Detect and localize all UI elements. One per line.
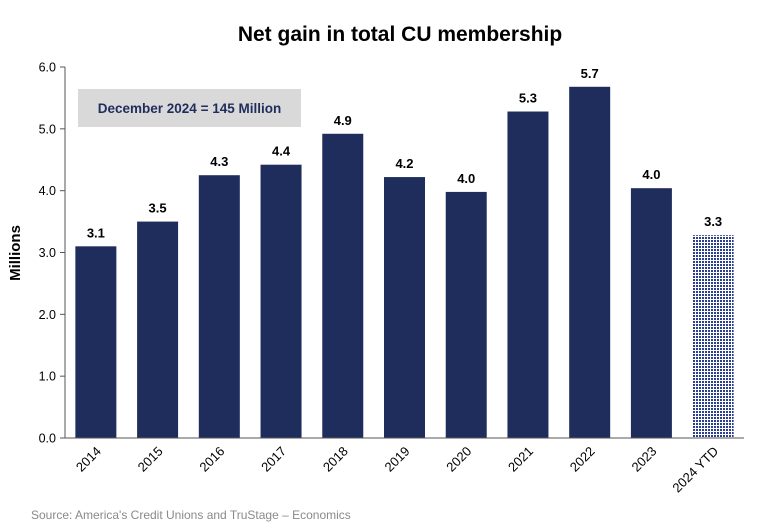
- x-tick-label: 2019: [382, 444, 413, 475]
- y-tick-label: 5.0: [39, 122, 56, 136]
- bars: [75, 86, 734, 439]
- x-tick-label: 2023: [628, 444, 659, 475]
- data-label: 4.2: [395, 156, 413, 171]
- x-tick-label: 2022: [567, 444, 598, 475]
- annotation-background: [78, 89, 301, 127]
- x-tick-label: 2021: [505, 444, 536, 475]
- data-label: 3.3: [704, 214, 722, 229]
- bar: [322, 133, 364, 438]
- bar: [198, 175, 240, 439]
- bar: [137, 221, 179, 438]
- data-label: 3.5: [149, 201, 167, 216]
- y-tick-label: 3.0: [39, 246, 56, 260]
- data-label: 4.4: [272, 144, 291, 159]
- bar: [507, 111, 549, 439]
- chart-title: Net gain in total CU membership: [238, 23, 562, 46]
- x-axis: 2014 2015 2016 2017 2018 2019 2020 2021 2022 2023…: [65, 437, 744, 496]
- x-tick-label: 2020: [443, 444, 474, 475]
- bar-ytd: [692, 235, 734, 438]
- x-tick-label: 2024 YTD: [669, 444, 721, 496]
- x-tick-label: 2017: [258, 444, 289, 475]
- y-tick-label: 2.0: [39, 308, 56, 322]
- bar: [630, 188, 672, 438]
- data-label: 5.3: [519, 91, 537, 106]
- data-label: 3.1: [87, 225, 105, 240]
- x-tick-label: 2015: [135, 444, 166, 475]
- bar: [75, 246, 117, 438]
- y-tick-label: 4.0: [39, 184, 56, 198]
- y-axis: 0.0 1.0 2.0 3.0 4.0 5.0 6.0: [39, 61, 66, 446]
- bar: [260, 164, 302, 439]
- data-labels: 3.1 3.5 4.3 4.4 4.9 4.2 4.0 5.3 5.7 4.0 3.3: [87, 66, 722, 241]
- data-label: 4.0: [457, 171, 475, 186]
- data-label: 4.3: [210, 154, 228, 169]
- y-tick-label: 6.0: [39, 61, 56, 75]
- y-tick-label: 0.0: [39, 432, 56, 446]
- bar: [445, 191, 487, 438]
- source-note: Source: America's Credit Unions and TruS…: [31, 508, 351, 522]
- data-label: 5.7: [581, 66, 599, 81]
- data-label: 4.0: [642, 167, 660, 182]
- bar: [384, 177, 425, 438]
- bar: [569, 86, 611, 438]
- y-axis-label: Millions: [7, 225, 24, 281]
- data-label: 4.9: [334, 113, 352, 128]
- annotation-box: December 2024 = 145 Million: [78, 89, 301, 127]
- y-tick-label: 1.0: [39, 370, 56, 384]
- x-tick-label: 2016: [196, 444, 227, 475]
- x-tick-label: 2018: [320, 444, 351, 475]
- annotation-text: December 2024 = 145 Million: [98, 101, 281, 116]
- x-tick-label: 2014: [73, 444, 104, 475]
